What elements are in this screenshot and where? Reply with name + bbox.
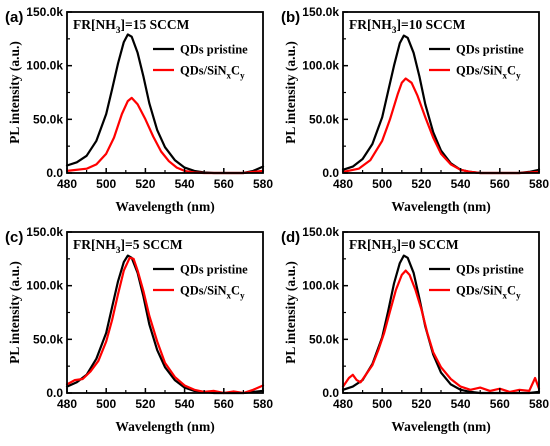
- panel-label: (d): [281, 229, 300, 246]
- y-tick-label: 50.0k: [33, 112, 63, 126]
- condition-annotation: FR[NH3]=5 SCCM: [73, 237, 183, 256]
- x-axis-label: Wavelength (nm): [391, 199, 490, 214]
- y-axis-label: PL intensity (a.u.): [283, 41, 298, 144]
- legend-label-pristine: QDs pristine: [456, 43, 524, 57]
- x-tick-label: 540: [451, 177, 471, 191]
- y-tick-label: 150.0k: [302, 5, 339, 19]
- x-axis-label: Wavelength (nm): [391, 419, 490, 434]
- x-tick-label: 500: [372, 177, 392, 191]
- y-tick-label: 0.0: [46, 166, 63, 180]
- series-line-sinxcy: [341, 269, 541, 393]
- legend-label-sinxcy: QDs/SiNxCy: [180, 284, 245, 301]
- legend-label-sinxcy: QDs/SiNxCy: [180, 64, 245, 81]
- chart-panel: 480 500 520 540 560 580 0.0 50.0k 100.0k 150.0k Wa…: [5, 5, 273, 214]
- y-tick-label: 0.0: [322, 386, 339, 400]
- series-line-sinxcy: [65, 96, 265, 175]
- x-tick-label: 500: [372, 397, 392, 411]
- x-tick-label: 580: [529, 177, 549, 191]
- x-tick-label: 520: [135, 177, 155, 191]
- y-tick-label: 0.0: [322, 166, 339, 180]
- x-tick-label: 520: [135, 397, 155, 411]
- y-axis-label: PL intensity (a.u.): [283, 261, 298, 364]
- x-tick-label: 560: [490, 397, 510, 411]
- x-axis-label: Wavelength (nm): [115, 199, 214, 214]
- x-tick-label: 540: [175, 397, 195, 411]
- chart-panel: 480 500 520 540 560 580 0.0 50.0k 100.0k 150.0k Wa…: [281, 5, 549, 214]
- panel-label: (b): [281, 9, 300, 26]
- y-tick-label: 100.0k: [26, 59, 63, 73]
- panel-label: (c): [5, 229, 23, 246]
- legend-label-pristine: QDs pristine: [180, 263, 248, 277]
- series-line-sinxcy: [65, 256, 265, 395]
- y-tick-label: 0.0: [46, 386, 63, 400]
- y-tick-label: 50.0k: [33, 332, 63, 346]
- x-tick-label: 540: [451, 397, 471, 411]
- x-tick-label: 580: [253, 397, 273, 411]
- x-tick-label: 520: [411, 177, 431, 191]
- x-tick-label: 540: [175, 177, 195, 191]
- y-tick-label: 100.0k: [302, 59, 339, 73]
- y-tick-label: 150.0k: [26, 225, 63, 239]
- y-tick-label: 100.0k: [26, 279, 63, 293]
- condition-annotation: FR[NH3]=0 SCCM: [349, 237, 459, 256]
- y-tick-label: 50.0k: [309, 112, 339, 126]
- chart-panel: 480 500 520 540 560 580 0.0 50.0k 100.0k 150.0k Wa…: [5, 225, 273, 434]
- x-tick-label: 560: [214, 177, 234, 191]
- y-tick-label: 150.0k: [26, 5, 63, 19]
- y-tick-label: 100.0k: [302, 279, 339, 293]
- x-tick-label: 560: [214, 397, 234, 411]
- x-tick-label: 580: [529, 397, 549, 411]
- x-tick-label: 480: [333, 397, 353, 411]
- x-tick-label: 480: [333, 177, 353, 191]
- x-tick-label: 480: [57, 177, 77, 191]
- x-tick-label: 520: [411, 397, 431, 411]
- x-tick-label: 580: [253, 177, 273, 191]
- y-axis-label: PL intensity (a.u.): [7, 41, 22, 144]
- condition-annotation: FR[NH3]=10 SCCM: [349, 17, 466, 36]
- chart-panel: 480 500 520 540 560 580 0.0 50.0k 100.0k 150.0k Wa…: [281, 225, 549, 434]
- y-tick-label: 50.0k: [309, 332, 339, 346]
- x-tick-label: 560: [490, 177, 510, 191]
- panel-label: (a): [5, 9, 23, 26]
- legend-label-sinxcy: QDs/SiNxCy: [456, 64, 521, 81]
- legend-label-pristine: QDs pristine: [180, 43, 248, 57]
- legend-label-pristine: QDs pristine: [456, 263, 524, 277]
- x-tick-label: 500: [96, 177, 116, 191]
- x-axis-label: Wavelength (nm): [115, 419, 214, 434]
- y-axis-label: PL intensity (a.u.): [7, 261, 22, 364]
- series-line-sinxcy: [341, 77, 541, 175]
- legend-label-sinxcy: QDs/SiNxCy: [456, 284, 521, 301]
- condition-annotation: FR[NH3]=15 SCCM: [73, 17, 190, 36]
- x-tick-label: 480: [57, 397, 77, 411]
- x-tick-label: 500: [96, 397, 116, 411]
- y-tick-label: 150.0k: [302, 225, 339, 239]
